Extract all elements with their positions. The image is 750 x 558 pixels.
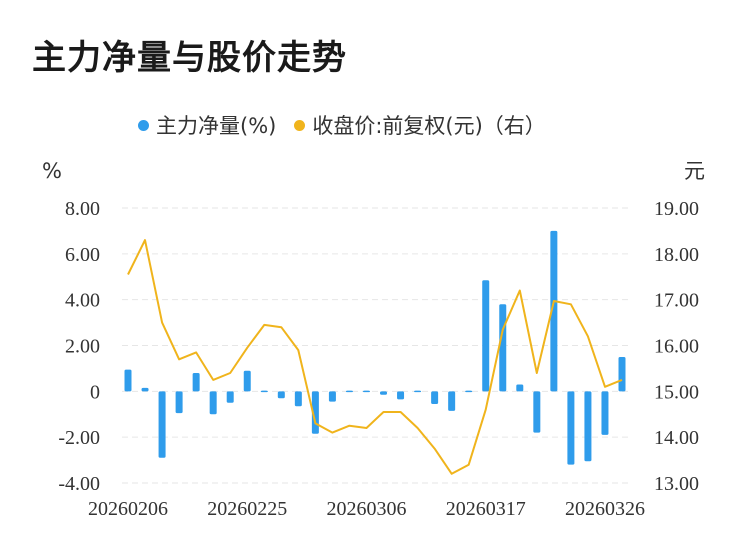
- x-axis-tick-label: 20260306: [326, 498, 406, 520]
- bar[interactable]: [226, 391, 234, 403]
- right-axis-unit: 元: [684, 159, 705, 183]
- bar[interactable]: [567, 391, 575, 465]
- bar-series: [124, 230, 626, 465]
- bar[interactable]: [243, 370, 251, 392]
- left-axis-tick-label: 0: [90, 381, 100, 403]
- legend-marker-close-price: [294, 119, 306, 131]
- legend-marker-net-volume: [138, 119, 149, 131]
- bar[interactable]: [328, 391, 336, 402]
- right-axis-tick-label: 16.00: [654, 336, 699, 358]
- bar[interactable]: [294, 391, 302, 407]
- legend-item-close-price[interactable]: 收盘价:前复权(元)（右）: [294, 110, 546, 140]
- bar[interactable]: [397, 391, 405, 400]
- right-axis-tick-label: 15.00: [654, 381, 699, 403]
- x-axis-tick-label: 20260225: [207, 498, 287, 520]
- x-axis-tick-label: 20260206: [88, 498, 168, 520]
- bar[interactable]: [345, 390, 353, 393]
- bar[interactable]: [311, 391, 319, 434]
- bar[interactable]: [516, 384, 524, 392]
- bar[interactable]: [448, 391, 456, 411]
- bar[interactable]: [431, 391, 439, 404]
- legend-item-net-volume[interactable]: 主力净量(%): [138, 110, 276, 140]
- close-price-line[interactable]: [127, 239, 623, 475]
- bar[interactable]: [141, 387, 149, 392]
- bar[interactable]: [362, 390, 370, 393]
- bar[interactable]: [209, 391, 217, 415]
- bar[interactable]: [584, 391, 592, 462]
- bar[interactable]: [499, 304, 507, 392]
- left-axis-tick-label: 2.00: [65, 336, 100, 358]
- left-axis-tick-label: 4.00: [65, 290, 100, 312]
- line-series: [127, 239, 623, 475]
- left-axis-tick-label: -4.00: [58, 473, 100, 495]
- legend: 主力净量(%) 收盘价:前复权(元)（右）: [138, 110, 564, 140]
- bar[interactable]: [175, 391, 183, 414]
- x-axis-tick-label: 20260326: [565, 498, 645, 520]
- legend-label-net-volume: 主力净量(%): [156, 114, 277, 138]
- left-axis-tick-label: -2.00: [58, 427, 100, 449]
- bar[interactable]: [277, 391, 285, 399]
- bar[interactable]: [414, 390, 422, 393]
- bar[interactable]: [465, 390, 473, 393]
- bar[interactable]: [192, 373, 200, 392]
- bar[interactable]: [124, 369, 132, 392]
- bar[interactable]: [482, 280, 490, 392]
- left-axis-tick-label: 8.00: [65, 198, 100, 220]
- bar[interactable]: [380, 391, 388, 395]
- right-axis-tick-label: 19.00: [654, 198, 699, 220]
- bar[interactable]: [550, 230, 558, 392]
- bar[interactable]: [533, 391, 541, 433]
- right-axis-tick-label: 13.00: [654, 473, 699, 495]
- bar[interactable]: [618, 356, 626, 392]
- bar[interactable]: [158, 391, 166, 458]
- left-axis-unit: %: [42, 159, 62, 183]
- left-axis-tick-label: 6.00: [65, 244, 100, 266]
- right-axis-tick-label: 14.00: [654, 427, 699, 449]
- bar[interactable]: [601, 391, 609, 435]
- right-axis-tick-label: 17.00: [654, 290, 699, 312]
- chart-title: 主力净量与股价走势: [32, 38, 347, 78]
- legend-label-close-price: 收盘价:前复权(元)（右）: [312, 114, 546, 138]
- x-axis-tick-label: 20260317: [446, 498, 526, 520]
- bar[interactable]: [260, 390, 268, 393]
- axes: % 元 8.00 19.00 6.00 18.00 4.00 17.00 2.00 16.00…: [42, 159, 705, 520]
- right-axis-tick-label: 18.00: [654, 244, 699, 266]
